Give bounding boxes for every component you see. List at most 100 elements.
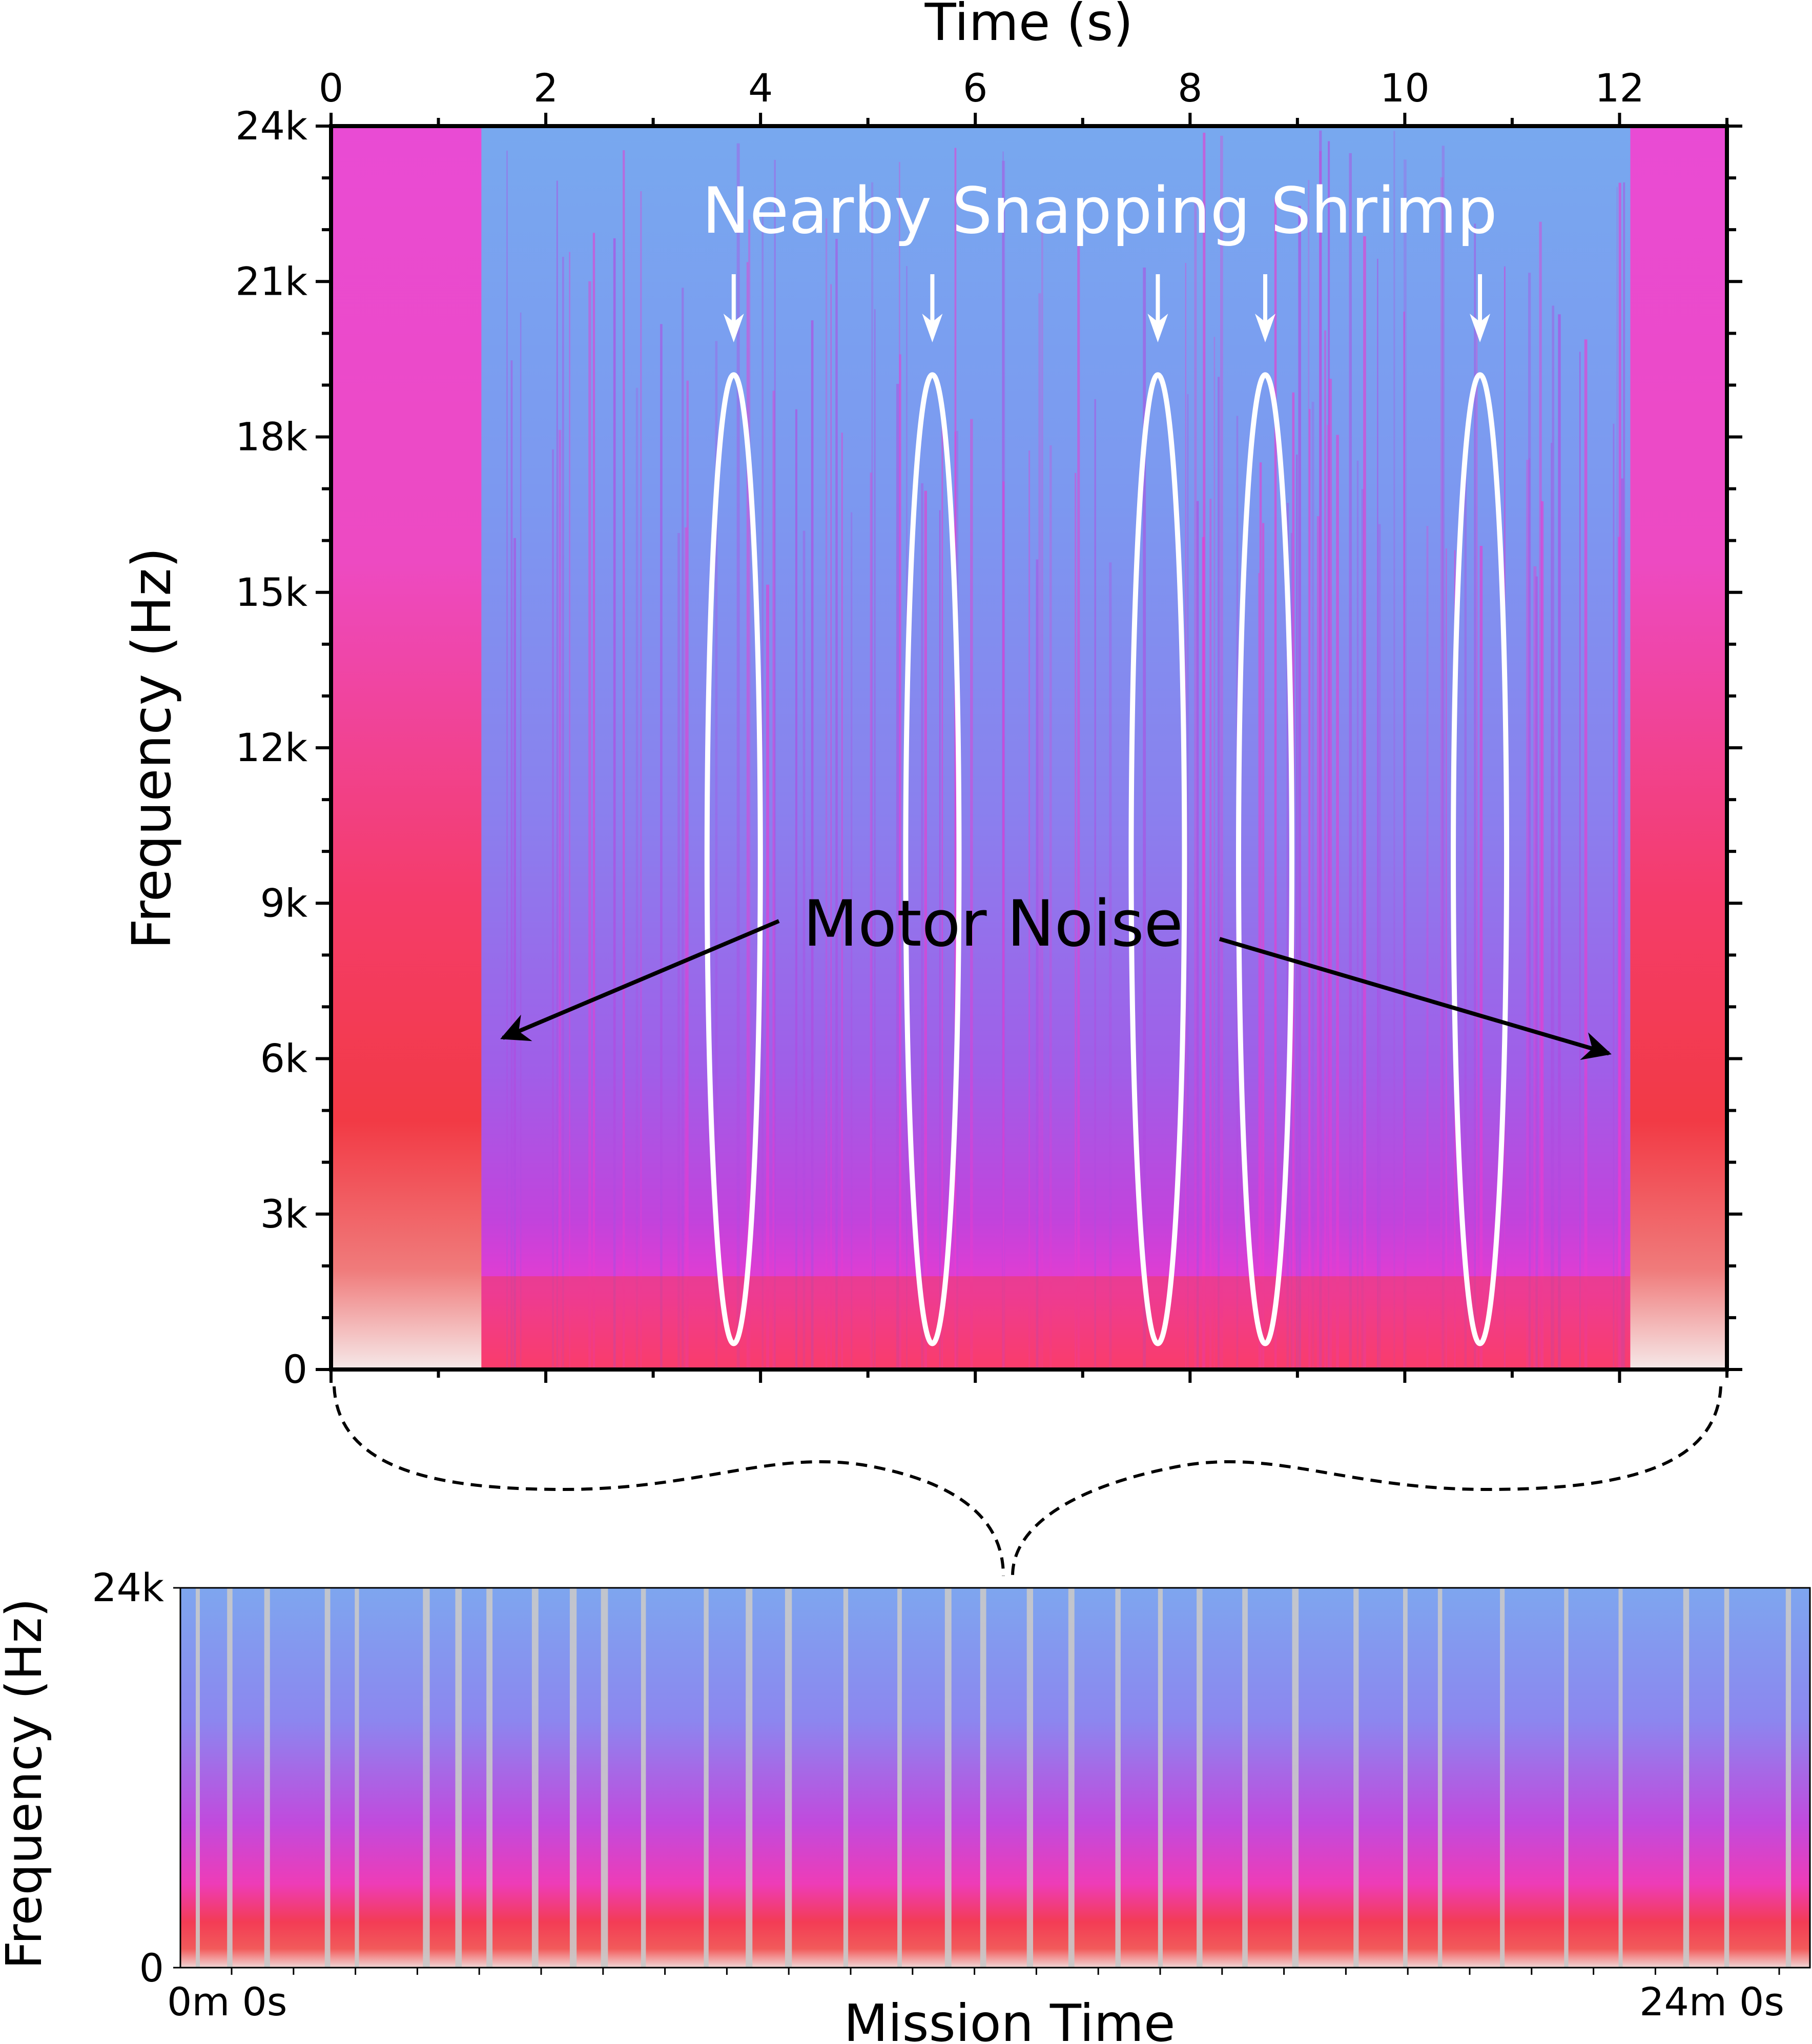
- spectrogram-stripe: [1296, 454, 1298, 1370]
- frequency-tick-label: 0: [283, 1346, 307, 1392]
- spectrogram-stripe: [1584, 339, 1588, 1370]
- spectrogram-stripe: [802, 530, 806, 1370]
- spectrogram-stripe: [1075, 473, 1077, 1370]
- spectrogram-stripe: [1274, 198, 1277, 1370]
- spectrogram-stripe: [772, 391, 775, 1370]
- recording-gap: [1500, 1588, 1505, 1968]
- spectrogram-stripe: [1446, 548, 1447, 1370]
- recording-gap: [641, 1588, 646, 1968]
- spectrogram-stripe: [510, 360, 513, 1370]
- spectrogram-stripe: [1533, 566, 1537, 1370]
- spectrogram-stripe: [682, 288, 684, 1370]
- spectrogram-stripe: [825, 218, 828, 1370]
- spectrogram-stripe: [1259, 462, 1262, 1370]
- recording-gap: [944, 1588, 952, 1968]
- spectrogram-stripe: [1311, 401, 1314, 1370]
- recording-gap: [355, 1588, 359, 1968]
- spectrogram-stripe: [941, 406, 943, 1370]
- spectrogram-stripe: [1479, 546, 1483, 1370]
- spectrogram-stripe: [1539, 221, 1542, 1370]
- recording-gap: [324, 1588, 331, 1968]
- time-tick-label: 8: [1178, 65, 1202, 111]
- recording-gap: [1353, 1588, 1359, 1968]
- recording-gap: [486, 1588, 493, 1968]
- recording-gap: [264, 1588, 270, 1968]
- spectrogram-stripe: [1258, 573, 1260, 1370]
- recording-gap: [1068, 1588, 1075, 1968]
- top-spectrogram: 0 2 4 6 8 10 12 0 3k 6k 9k 12k 15k 18k 21k 24k Time (s…: [120, 0, 1742, 1392]
- frequency-tick-label: 3k: [260, 1191, 307, 1237]
- spectrogram-stripe: [1036, 559, 1039, 1370]
- snapping-shrimp-annotation: [704, 274, 1510, 1346]
- shrimp-arrow-head: [723, 314, 744, 342]
- recording-gap: [897, 1588, 902, 1968]
- spectrogram-stripe: [1298, 206, 1301, 1370]
- shrimp-arrow-head: [1254, 314, 1275, 342]
- spectrogram-stripe: [1552, 305, 1554, 1370]
- spectrogram-stripe: [1558, 314, 1561, 1370]
- spectrogram-stripe: [1218, 377, 1220, 1370]
- recording-gap: [423, 1588, 430, 1968]
- frequency-tick-label: 9k: [260, 880, 307, 926]
- spectrogram-stripe: [830, 284, 832, 1370]
- spectrogram-stripe: [851, 512, 853, 1370]
- spectrogram-stripe: [1529, 458, 1531, 1370]
- spectrogram-stripe: [1329, 379, 1332, 1370]
- spectrogram-stripe: [506, 150, 508, 1370]
- spectrogram-stripe: [1286, 503, 1289, 1370]
- spectrogram-stripe: [513, 538, 516, 1370]
- spectrogram-stripe: [1209, 499, 1212, 1370]
- recording-gap: [980, 1588, 986, 1968]
- spectrogram-stripe: [1621, 478, 1624, 1370]
- spectrogram-stripe: [1002, 481, 1005, 1370]
- spectrogram-stripe: [1618, 537, 1621, 1370]
- spectrogram-stripe: [588, 281, 591, 1370]
- spectrogram-stripe: [562, 257, 564, 1370]
- shrimp-arrow-head: [1470, 314, 1491, 342]
- motor-noise-arrow: [500, 919, 780, 1041]
- mission-time-minor-ticks: [231, 1968, 1780, 1975]
- spectrogram-stripe: [736, 143, 740, 1370]
- time-axis-ticks: 0 2 4 6 8 10 12: [319, 65, 1728, 1383]
- bottom-spectrogram-image: [180, 1588, 1810, 1968]
- spectrogram-stripe: [1426, 526, 1429, 1370]
- spectrogram-stripe: [835, 239, 838, 1370]
- bottom-xtick-label-start: 0m 0s: [167, 1979, 287, 2025]
- recording-gap: [1437, 1588, 1443, 1968]
- spectrogram-stripe: [1528, 273, 1531, 1370]
- spectrogram-stripe: [795, 409, 797, 1370]
- spectrogram-stripe: [1203, 132, 1206, 1370]
- spectrogram-stripe: [660, 324, 663, 1370]
- frequency-axis-label: Frequency (Hz): [120, 547, 183, 949]
- recording-gap: [455, 1588, 462, 1968]
- frequency-tick-label: 12k: [235, 725, 307, 770]
- spectrogram-stripe: [1540, 501, 1544, 1370]
- spectrogram-stripe: [520, 312, 522, 1370]
- spectrogram-stripe: [1404, 159, 1407, 1370]
- spectrogram-stripe: [1526, 460, 1529, 1370]
- spectrogram-stripe: [1308, 180, 1310, 1370]
- shrimp-arrow-head: [1147, 314, 1168, 342]
- recording-gap: [1026, 1588, 1033, 1968]
- spectrogram-stripe: [924, 490, 927, 1370]
- spectrogram-stripe: [748, 219, 751, 1370]
- spectrogram-stripe: [1363, 236, 1366, 1370]
- spectrogram-stripe: [871, 182, 874, 1370]
- time-axis-label: Time (s): [924, 0, 1134, 52]
- bottom-plot-frame: [179, 1587, 1811, 1969]
- spectrogram-stripe: [623, 150, 625, 1370]
- spectrogram-stripe: [677, 533, 680, 1370]
- recording-gap: [785, 1588, 792, 1968]
- motor-noise-annotation: [500, 919, 1612, 1060]
- recording-gap: [1242, 1588, 1248, 1968]
- recording-gap: [1683, 1588, 1690, 1968]
- spectrogram-stripe: [1535, 576, 1538, 1370]
- spectrogram-stripe: [640, 191, 642, 1370]
- spectrogram-stripe: [1613, 423, 1615, 1370]
- shrimp-ellipse: [1128, 372, 1187, 1346]
- spectrogram-stripe: [1196, 501, 1199, 1370]
- bottom-frequency-axis-label: Frequency (Hz): [0, 1598, 53, 1969]
- spectrogram-stripe: [1377, 258, 1378, 1370]
- frequency-axis-ticks: 0 3k 6k 9k 12k 15k 18k 21k 24k: [235, 103, 1742, 1392]
- recording-gap: [601, 1588, 608, 1968]
